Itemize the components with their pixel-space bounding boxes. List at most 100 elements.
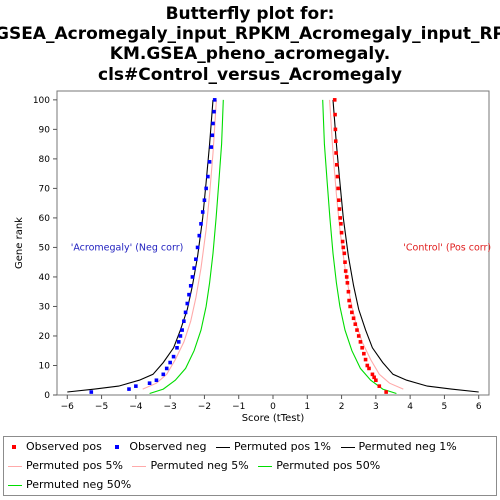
point-observed-neg: [127, 387, 131, 391]
point-observed-neg: [161, 372, 166, 377]
legend-item-permuted-pos-50: Permuted pos 50%: [258, 459, 380, 472]
legend-row: Observed pos Observed neg Permuted pos 1…: [8, 440, 463, 458]
title-line-1: Butterfly plot for:: [166, 4, 335, 24]
point-observed-pos: [333, 127, 338, 132]
legend-swatch: [216, 441, 231, 453]
legend-row: Permuted pos 5% Permuted neg 5% Permuted…: [8, 459, 386, 477]
y-tick-label: 80: [39, 155, 51, 165]
point-observed-neg: [168, 360, 172, 365]
x-tick-label: −6: [61, 402, 75, 412]
point-observed-neg: [206, 174, 210, 179]
legend-item-observed-pos: Observed pos: [8, 440, 102, 453]
point-observed-pos: [344, 275, 349, 279]
legend-swatch: [8, 479, 22, 491]
x-axis: −6 −5 −4 −3 −2 −1 0 1 2 3 4 5 6: [61, 395, 482, 412]
series-line-permuted-neg-50-: [149, 99, 224, 395]
point-observed-neg: [202, 198, 207, 203]
point-observed-pos: [351, 316, 356, 321]
legend-label: Observed neg: [129, 440, 207, 453]
point-observed-neg: [210, 133, 215, 138]
legend-label: Observed pos: [26, 440, 102, 453]
legend-label: Permuted pos 50%: [276, 459, 381, 472]
point-observed-neg: [209, 145, 214, 149]
legend-label: Permuted neg 5%: [150, 459, 249, 472]
point-observed-pos: [345, 281, 350, 285]
y-tick-label: 60: [39, 214, 51, 224]
x-tick-label: −1: [232, 402, 245, 412]
legend-item-permuted-pos-5: Permuted pos 5%: [8, 459, 123, 472]
x-tick-label: −5: [95, 402, 108, 412]
point-observed-neg: [178, 334, 183, 338]
point-observed-pos: [355, 328, 359, 332]
y-axis-label: Gene rank: [14, 217, 25, 269]
y-tick-label: 50: [39, 243, 51, 253]
point-observed-pos: [365, 363, 370, 368]
y-tick-label: 70: [39, 184, 51, 194]
point-observed-neg: [211, 121, 215, 126]
point-observed-neg: [147, 381, 152, 385]
legend-item-permuted-neg-50: Permuted neg 50%: [8, 478, 131, 491]
annotation-pos-corr: 'Control' (Pos corr): [403, 242, 491, 253]
point-observed-pos: [334, 151, 338, 155]
point-observed-neg: [204, 186, 208, 191]
point-observed-pos: [339, 230, 344, 235]
point-observed-pos: [339, 222, 343, 226]
title-line-2: GSEA_Acromegaly_input_RPKM_Acromegaly_in…: [0, 24, 500, 44]
point-observed-neg: [188, 283, 193, 288]
x-tick-label: 0: [270, 402, 276, 412]
y-tick-label: 90: [39, 125, 51, 135]
legend-label: Permuted neg 50%: [26, 478, 132, 491]
point-observed-neg: [207, 160, 212, 164]
point-observed-pos: [360, 345, 364, 350]
point-observed-neg: [190, 275, 195, 279]
point-observed-pos: [347, 298, 351, 303]
point-observed-neg: [180, 328, 184, 332]
point-observed-pos: [348, 304, 352, 309]
point-observed-neg: [176, 340, 181, 344]
point-observed-neg: [199, 222, 203, 226]
point-observed-pos: [370, 372, 375, 377]
x-tick-label: 6: [476, 402, 482, 412]
y-axis: 0 10 20 30 40 50 60 70 80 90 100: [33, 96, 57, 401]
point-observed-pos: [374, 378, 378, 383]
point-observed-neg: [171, 354, 176, 359]
legend-item-observed-neg: Observed neg: [111, 440, 207, 453]
x-tick-label: 3: [373, 402, 379, 412]
point-observed-pos: [372, 375, 376, 380]
point-observed-pos: [338, 216, 342, 220]
point-observed-neg: [194, 257, 198, 262]
legend-label: Permuted pos 5%: [26, 459, 123, 472]
series-line-permuted-pos-5-: [329, 99, 404, 390]
point-observed-neg: [89, 390, 94, 394]
point-observed-pos: [377, 384, 382, 388]
point-observed-neg: [212, 98, 217, 102]
title-line-3: KM.GSEA_pheno_acromegaly.: [110, 44, 390, 64]
point-observed-pos: [333, 139, 338, 143]
point-observed-neg: [187, 292, 191, 297]
legend-label: Permuted neg 1%: [358, 440, 457, 453]
legend-item-permuted-neg-1: Permuted neg 1%: [340, 440, 457, 453]
point-observed-neg: [134, 384, 138, 388]
plot-area: [56, 90, 490, 396]
legend-swatch: [8, 441, 22, 453]
point-observed-pos: [336, 186, 340, 191]
legend-swatch: [8, 460, 22, 472]
legend-swatch: [132, 460, 147, 472]
point-observed-neg: [200, 210, 205, 214]
annotation-neg-corr: 'Acromegaly' (Neg corr): [71, 242, 184, 253]
point-observed-pos: [346, 289, 351, 294]
legend: Observed pos Observed neg Permuted pos 1…: [3, 436, 497, 496]
y-tick-label: 10: [39, 361, 51, 371]
y-tick-label: 20: [39, 332, 51, 342]
point-observed-pos: [343, 260, 347, 264]
point-observed-pos: [343, 269, 348, 273]
legend-label: Permuted pos 1%: [234, 440, 331, 453]
point-observed-pos: [362, 351, 366, 356]
point-observed-neg: [212, 109, 216, 114]
point-observed-pos: [367, 366, 371, 371]
chart-title: Butterfly plot for: GSEA_Acromegaly_inpu…: [0, 4, 500, 85]
point-observed-pos: [342, 251, 347, 256]
legend-row: Permuted neg 50%: [8, 478, 137, 496]
x-tick-label: 5: [442, 402, 448, 412]
point-observed-pos: [337, 198, 341, 203]
